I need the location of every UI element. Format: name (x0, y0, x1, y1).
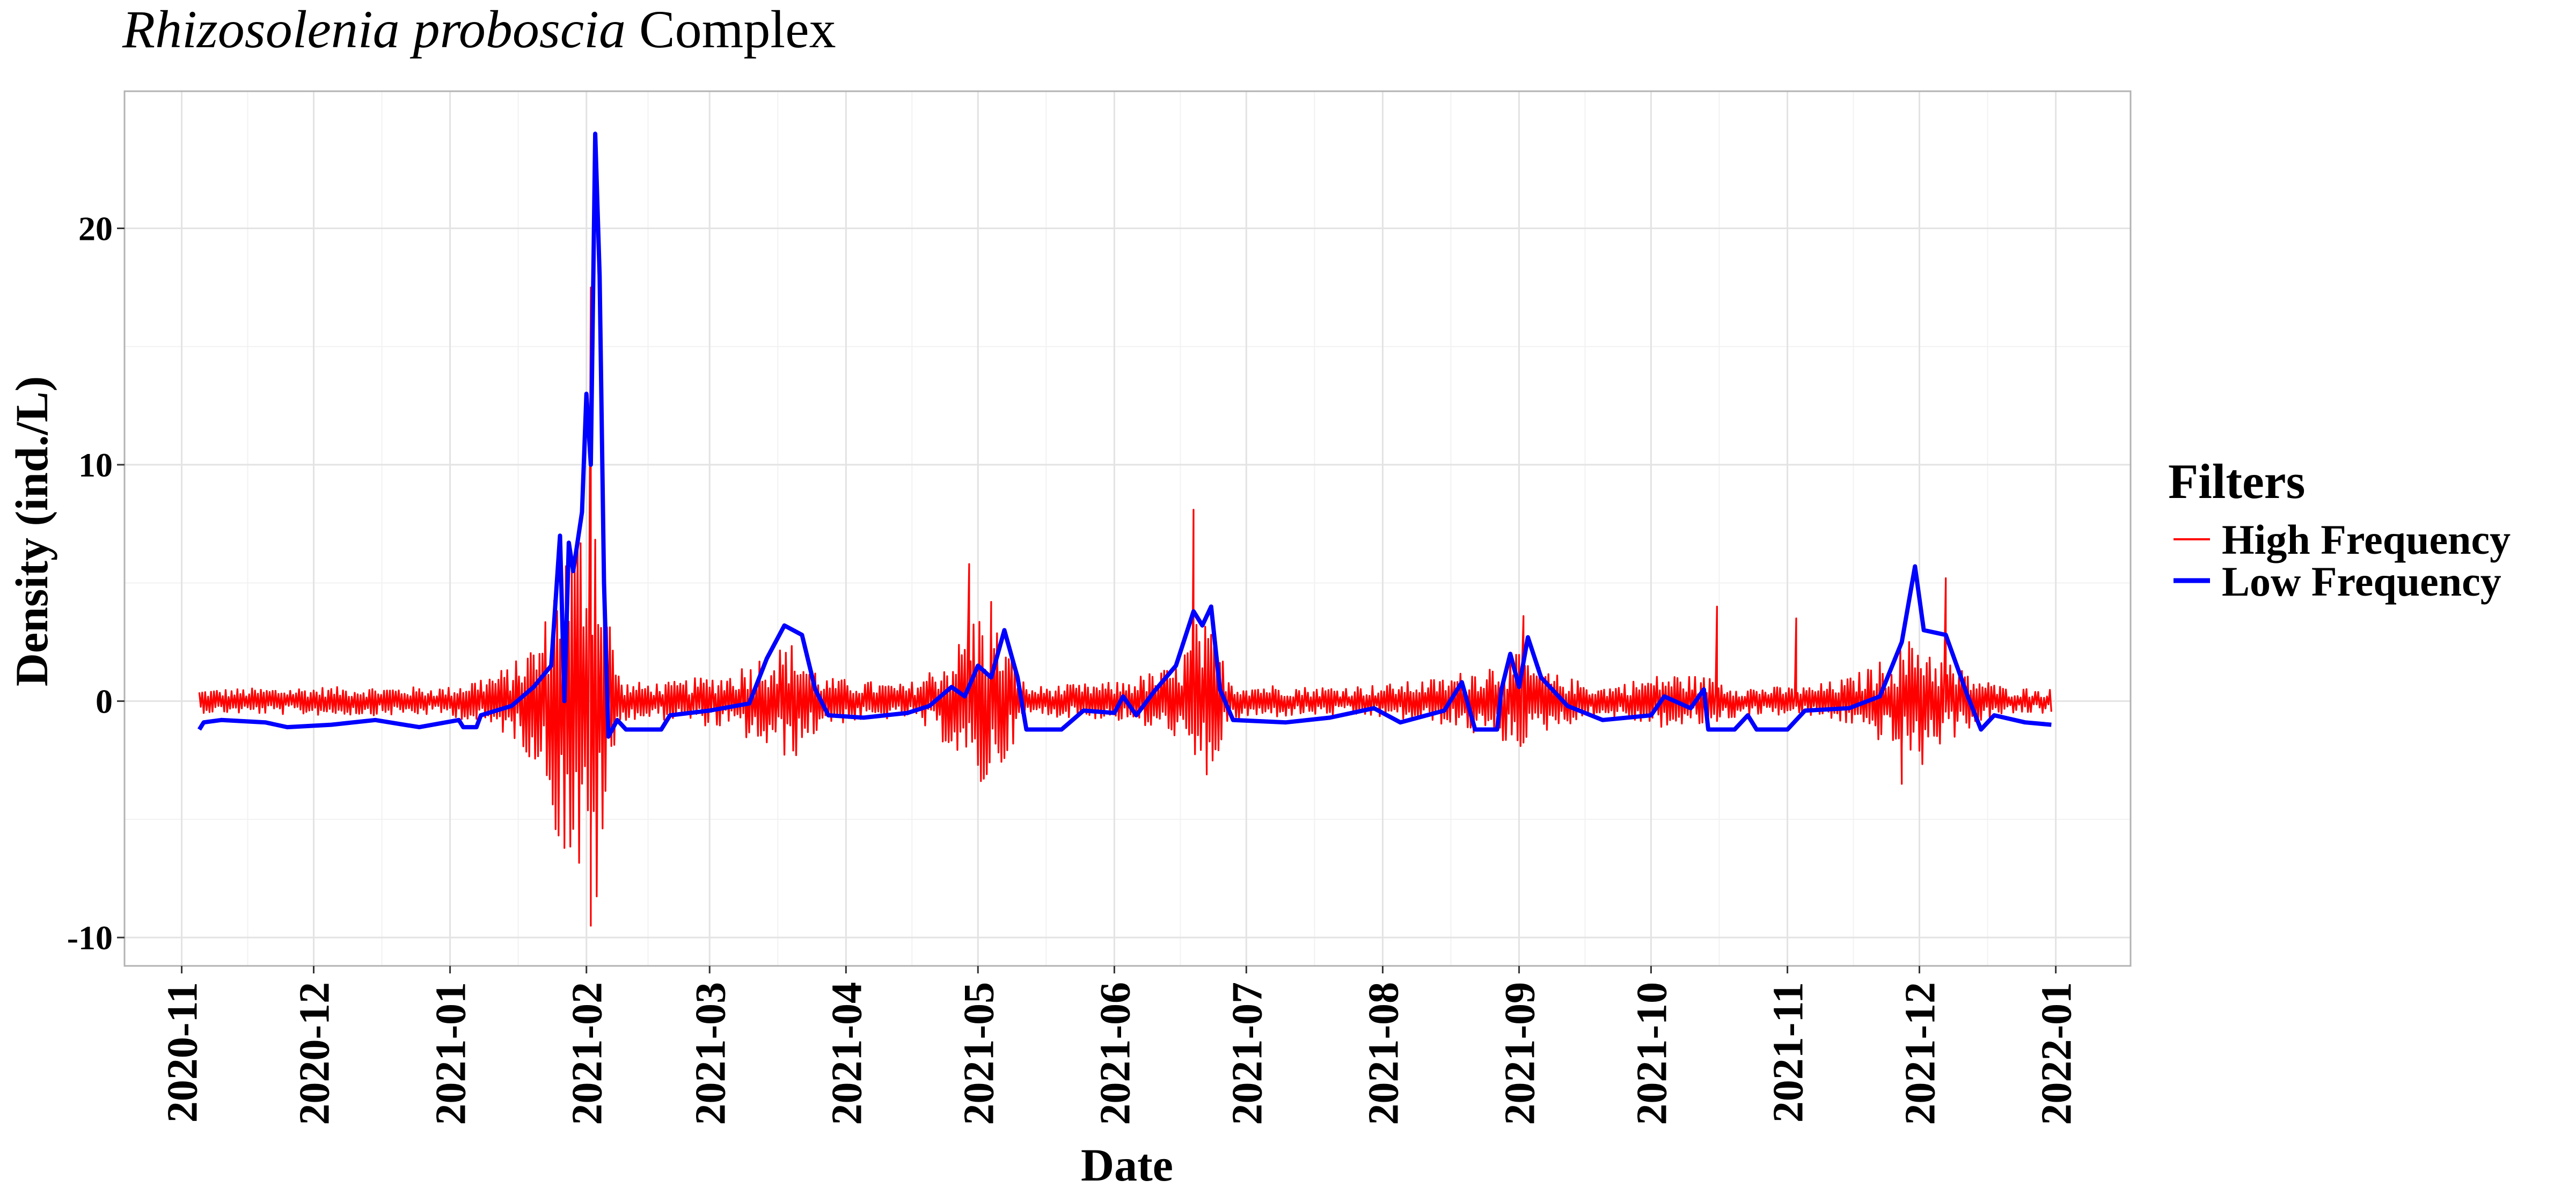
chart-title-italic: Rhizosolenia proboscia (122, 0, 626, 59)
x-tick-label: 2021-04 (823, 982, 870, 1125)
x-tick-label: 2021-12 (1897, 982, 1944, 1125)
low-frequency-line (197, 131, 2052, 739)
legend-label-high-frequency: High Frequency (2222, 516, 2511, 563)
x-tick-label: 2021-06 (1092, 982, 1139, 1125)
x-tick-label: 2020-12 (291, 982, 338, 1125)
x-tick-label: 2021-11 (1765, 982, 1812, 1123)
x-axis: 2020-11 2020-12 2021-01 2021-02 2021-03 2021-… (159, 966, 2081, 1125)
x-tick-label: 2021-09 (1497, 982, 1544, 1125)
x-tick-label: 2021-07 (1224, 982, 1271, 1125)
x-tick-label: 2021-02 (564, 982, 611, 1125)
y-tick-label: 20 (78, 210, 113, 248)
legend-title: Filters (2168, 454, 2305, 509)
chart-title: Rhizosolenia proboscia Complex (122, 0, 836, 59)
x-tick-label: 2021-10 (1628, 982, 1675, 1125)
y-axis-title: Density (ind./L) (6, 376, 57, 686)
series-low-frequency (197, 131, 2052, 739)
x-tick-label: 2021-05 (955, 982, 1002, 1125)
x-tick-label: 2021-08 (1360, 982, 1407, 1125)
x-tick-label: 2022-01 (2033, 982, 2081, 1125)
x-axis-title: Date (1081, 1139, 1173, 1191)
y-tick-label: -10 (67, 919, 113, 957)
legend-label-low-frequency: Low Frequency (2222, 558, 2501, 605)
x-tick-label: 2021-03 (687, 982, 734, 1125)
y-axis: -10 0 10 20 (67, 210, 125, 957)
y-tick-label: 10 (78, 446, 113, 484)
gridlines (125, 91, 2131, 966)
y-tick-label: 0 (96, 683, 113, 721)
chart-title-rest: Complex (626, 0, 836, 59)
x-tick-label: 2021-01 (428, 982, 475, 1125)
plot-panel-border (123, 90, 2132, 967)
legend: Filters High Frequency Low Frequency (2168, 454, 2511, 605)
x-tick-label: 2020-11 (159, 982, 207, 1123)
